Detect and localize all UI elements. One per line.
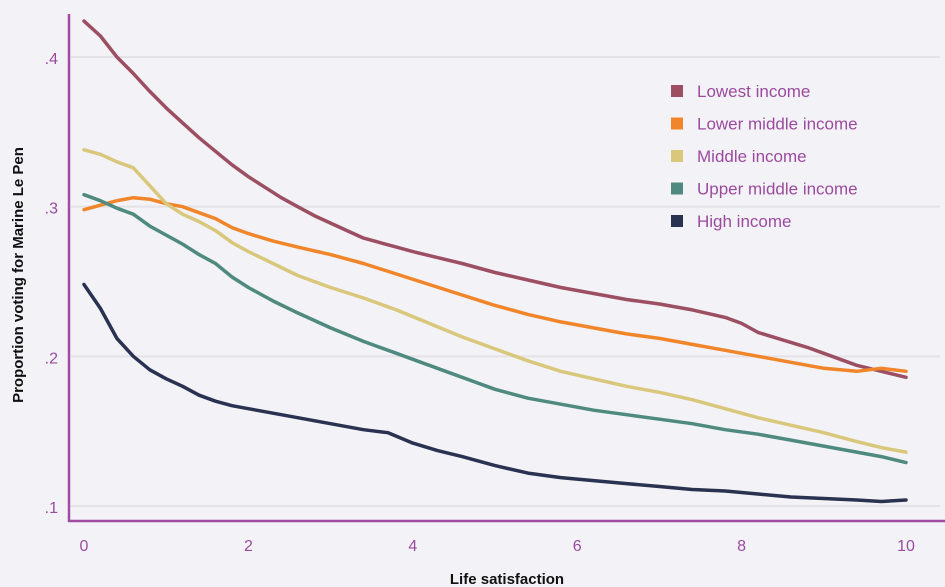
y-tick-label: .2	[45, 350, 58, 367]
series-line-3	[82, 192, 908, 465]
y-axis-title: Proportion voting for Marine Le Pen	[10, 147, 27, 403]
legend-label: Upper middle income	[697, 180, 858, 199]
gridlines	[71, 56, 940, 507]
series-line-2	[82, 148, 908, 454]
tick-labels: 0 2 4 6 8 10 .1 .2 .3 .4	[45, 51, 915, 555]
y-tick-label: .3	[45, 201, 58, 218]
x-axis-title: Life satisfaction	[450, 571, 564, 587]
legend-swatch	[671, 215, 683, 227]
legend: Lowest income Lower middle income Middle i…	[671, 82, 858, 231]
series-lines	[82, 19, 908, 504]
series-line-4	[82, 282, 908, 504]
legend-label: Lowest income	[697, 82, 810, 101]
x-tick-label: 6	[573, 538, 582, 555]
x-tick-label: 10	[897, 538, 915, 555]
y-tick-label: .4	[45, 51, 58, 68]
legend-label: Middle income	[697, 147, 807, 166]
x-tick-label: 8	[737, 538, 746, 555]
legend-label: Lower middle income	[697, 115, 858, 134]
legend-label: High income	[697, 212, 792, 231]
legend-swatch	[671, 85, 683, 97]
legend-swatch	[671, 182, 683, 195]
x-tick-label: 2	[244, 538, 253, 555]
x-tick-label: 0	[80, 538, 89, 555]
legend-swatch	[671, 150, 683, 162]
x-tick-label: 4	[408, 538, 417, 555]
y-tick-label: .1	[45, 500, 58, 517]
legend-swatch	[671, 117, 683, 130]
series-line-0	[82, 19, 908, 380]
axes	[67, 14, 945, 523]
